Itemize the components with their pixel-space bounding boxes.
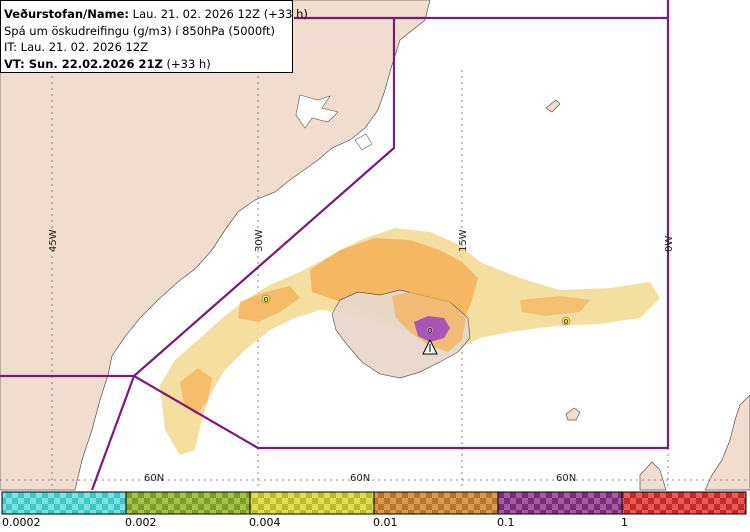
- title-line-name: Veðurstofan/Name: Lau. 21. 02. 2026 12Z …: [4, 6, 308, 23]
- ash-plume-orange: [238, 286, 300, 322]
- ash-plume-orange: [180, 368, 212, 415]
- norway-coast: [704, 394, 750, 491]
- title-line-issue-time: IT: Lau. 21. 02. 2026 12Z: [4, 40, 149, 54]
- zero-marker-west: 0: [261, 294, 271, 304]
- legend-tick-label: 0.1: [497, 516, 515, 529]
- legend-swatch: [373, 491, 499, 515]
- title-agency-label: Veðurstofan/Name:: [4, 7, 129, 21]
- legend-tick-label: 0.01: [373, 516, 398, 529]
- zero-marker-east: 0: [561, 316, 571, 326]
- legend-swatch: [125, 491, 251, 515]
- legend-swatch: [249, 491, 375, 515]
- ash-plume-light: [160, 228, 660, 455]
- legend-tick-label: 0.002: [125, 516, 157, 529]
- lat-label-b: 60N: [350, 473, 370, 484]
- ash-plume-orange: [520, 296, 590, 316]
- title-line-product: Spá um öskudreifingu (g/m3) í 850hPa (50…: [4, 23, 276, 38]
- zero-marker-center: 0: [425, 325, 435, 335]
- valid-time-offset: (+33 h): [166, 56, 211, 71]
- svg-text:0: 0: [428, 327, 432, 335]
- greenland-land: [0, 0, 431, 491]
- greenland-fjord: [295, 94, 339, 129]
- lon-label-0w: 0W: [664, 236, 675, 252]
- legend-swatch: [1, 491, 127, 515]
- legend-tick-label: 0.0002: [2, 516, 41, 529]
- svg-text:0: 0: [264, 296, 268, 304]
- lat-label-a: 60N: [144, 473, 164, 484]
- title-box: Veðurstofan/Name: Lau. 21. 02. 2026 12Z …: [0, 0, 308, 73]
- flight-info-region-boundary: [0, 0, 670, 491]
- volcano-triangle-icon: [422, 338, 438, 355]
- title-agency-value: Lau. 21. 02. 2026 12Z (+33 h): [132, 7, 308, 21]
- legend-tick-label: 1: [621, 516, 628, 529]
- concentration-legend: [1, 491, 747, 515]
- lon-label-45w: 45W: [48, 229, 59, 252]
- title-line-valid-time: VT: Sun. 22.02.2026 21Z (+33 h): [4, 56, 289, 73]
- scotland-coast: [639, 461, 667, 491]
- legend-swatch: [621, 491, 747, 515]
- jan-mayen-island: [545, 99, 561, 113]
- legend-tick-label: 0.004: [249, 516, 281, 529]
- svg-text:0: 0: [564, 318, 568, 326]
- lat-label-c: 60N: [556, 473, 576, 484]
- greenland-fjord: [354, 133, 373, 151]
- legend-swatch: [497, 491, 623, 515]
- lon-label-15w: 15W: [458, 229, 469, 252]
- lon-label-30w: 30W: [254, 229, 265, 252]
- faroe-islands: [565, 407, 581, 421]
- valid-time-label: VT: Sun. 22.02.2026 21Z: [4, 56, 163, 71]
